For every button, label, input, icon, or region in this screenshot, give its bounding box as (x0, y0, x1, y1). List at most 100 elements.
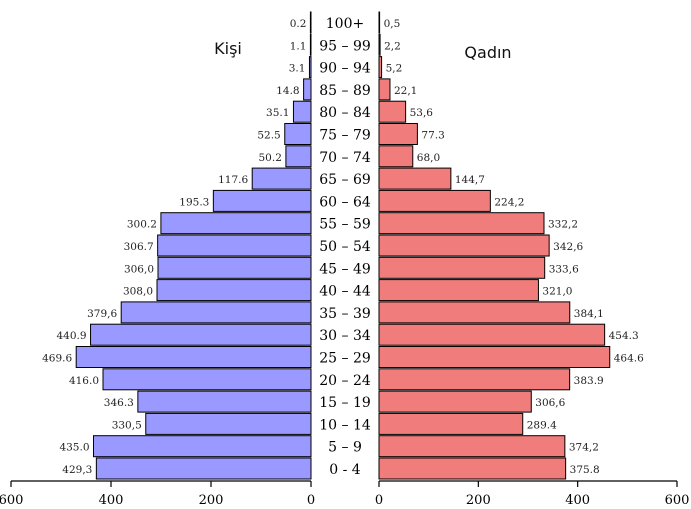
male-series-name: Kişi (214, 39, 242, 58)
female-bar (378, 189, 491, 212)
male-value-label: 429,3 (62, 464, 92, 476)
right-x-tick-label: 0 (375, 493, 383, 508)
female-bar (378, 301, 571, 324)
age-group-label: 80 – 84 (319, 105, 371, 121)
female-bar (378, 145, 414, 168)
female-value-label: 375.8 (570, 464, 600, 476)
left-x-tick-label: 200 (199, 493, 224, 508)
male-bar (93, 435, 312, 458)
age-group-label: 85 – 89 (319, 83, 371, 99)
male-bar (145, 412, 312, 435)
age-group-label: 75 – 79 (319, 128, 371, 144)
female-value-label: 464.6 (614, 353, 644, 365)
female-bar (378, 167, 452, 190)
male-bar (157, 256, 312, 279)
male-bar (284, 123, 312, 145)
female-value-label: 22,1 (394, 85, 417, 97)
male-bar (75, 346, 312, 368)
male-value-label: 308,0 (123, 286, 153, 298)
male-bar (95, 457, 312, 480)
male-value-label: 330,5 (112, 419, 142, 431)
right-x-tick-label: 600 (665, 493, 690, 508)
male-value-label: 435.0 (59, 442, 89, 454)
male-value-label: 35.1 (266, 107, 289, 119)
male-value-label: 306.7 (124, 241, 154, 253)
male-bar (120, 301, 312, 324)
female-series-name: Qadın (464, 43, 511, 62)
left-x-tick-label: 600 (0, 493, 23, 508)
age-group-label: 100+ (326, 16, 364, 32)
female-bar (378, 256, 546, 279)
female-value-label: 224,2 (494, 196, 524, 208)
female-bar (378, 279, 539, 302)
male-bar (308, 56, 312, 79)
male-value-label: 50.2 (259, 152, 282, 164)
age-group-label: 65 – 69 (319, 172, 371, 188)
age-group-labels: 0 - 4 5 – 9 10 – 14 15 – 19 20 – 24 25 – 29 30… (319, 16, 371, 478)
x-axes: 600 400 200 0 0 200 400 600 (0, 480, 690, 508)
female-bar (378, 412, 524, 435)
female-value-label: 289.4 (527, 419, 557, 431)
female-value-label: 144,7 (455, 174, 485, 186)
age-group-label: 55 – 59 (319, 217, 371, 233)
male-value-label: 346.3 (104, 397, 134, 409)
male-value-label: 379,6 (87, 308, 117, 320)
female-value-label: 374,2 (569, 442, 599, 454)
male-value-label: 14.8 (276, 85, 299, 97)
male-bar (285, 145, 312, 168)
male-value-label: 1.1 (290, 40, 307, 52)
male-bar (309, 33, 312, 56)
female-value-label: 342,6 (553, 241, 583, 253)
age-group-label: 35 – 39 (319, 306, 371, 322)
male-value-label: 300.2 (127, 219, 157, 231)
female-value-label: 53,6 (410, 107, 434, 119)
female-bar (378, 346, 611, 368)
right-x-tick-label: 200 (466, 493, 491, 508)
female-value-label: 333,6 (549, 263, 579, 275)
left-x-tick-label: 400 (99, 493, 124, 508)
male-bar (160, 212, 312, 235)
female-value-label: 2,2 (384, 40, 401, 52)
male-value-label: 195.3 (179, 196, 209, 208)
male-bar (102, 368, 312, 391)
age-group-label: 10 – 14 (319, 417, 371, 433)
age-group-label: 0 - 4 (329, 462, 361, 478)
female-bar (378, 33, 381, 56)
male-value-label: 3.1 (289, 63, 306, 75)
female-bar (378, 212, 545, 235)
female-bar (378, 11, 381, 34)
female-value-label: 332,2 (548, 219, 578, 231)
female-bar (378, 435, 566, 458)
male-value-label: 0.2 (290, 18, 307, 30)
male-value-label: 52.5 (257, 130, 280, 142)
male-bar (251, 167, 312, 190)
male-bar (309, 11, 312, 34)
right-x-tick-label: 400 (565, 493, 590, 508)
male-value-labels: 429,3 435.0 330,5 346.3 416.0 469.6 440.9379,6… (42, 18, 306, 476)
age-group-label: 90 – 94 (319, 61, 371, 77)
age-group-label: 5 – 9 (328, 440, 362, 456)
age-group-label: 40 – 44 (319, 284, 371, 300)
female-bar (378, 323, 606, 346)
female-value-label: 0,5 (384, 18, 401, 30)
male-bar (303, 78, 312, 101)
male-bar (90, 323, 312, 346)
age-group-label: 25 – 29 (319, 351, 371, 367)
left-x-tick-label: 0 (307, 493, 315, 508)
female-bar (378, 78, 391, 101)
age-group-label: 45 – 49 (319, 261, 371, 277)
female-value-label: 306,6 (535, 397, 565, 409)
male-bars (75, 11, 312, 480)
female-bars (378, 11, 611, 480)
age-group-label: 70 – 74 (319, 150, 371, 166)
female-bar (378, 390, 532, 413)
female-bar (378, 100, 407, 123)
age-group-label: 15 – 19 (319, 395, 371, 411)
female-bar (378, 56, 383, 79)
age-group-label: 50 – 54 (319, 239, 371, 255)
male-value-label: 416.0 (69, 375, 99, 387)
female-bar (378, 368, 571, 391)
female-value-label: 454.3 (609, 330, 639, 342)
age-group-label: 20 – 24 (319, 373, 371, 389)
